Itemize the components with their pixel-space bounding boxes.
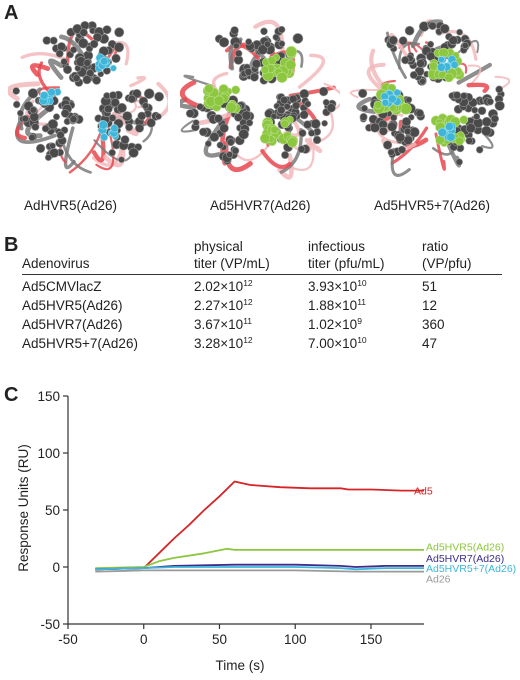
- x-tick-label: 150: [360, 632, 383, 647]
- cell-ratio: 12: [422, 298, 438, 313]
- cell-ratio: 47: [422, 336, 438, 351]
- physical-exponent: 11: [243, 316, 253, 326]
- sensorgram-chart: -50 0 50 100 150 -50 0 50 100 150 Ad5 Ad5HVR5(Ad26…: [16, 389, 516, 673]
- structure-label-hvr5: AdHVR5(Ad26): [24, 198, 118, 213]
- header-ratio-line2: (VP/pfu): [422, 256, 472, 271]
- panel-c-letter: C: [4, 384, 19, 406]
- table-row: Ad5HVR5(Ad26) 2.27×1012 1.88×1011 12: [22, 296, 502, 315]
- physical-mantissa: 3.28×10: [194, 336, 244, 351]
- cell-ratio: 360: [422, 317, 445, 332]
- table-row: Ad5CMVlacZ 2.02×1012 3.93×1010 51: [22, 275, 502, 297]
- series-label-2: Ad5HVR7(Ad26): [426, 553, 504, 565]
- cell-physical: 3.67×1011: [194, 315, 308, 334]
- structure-hvr7-image: [180, 19, 340, 180]
- series-line-3: [95, 566, 424, 571]
- chart-annotations: Ad5 Ad5HVR5(Ad26)Ad5HVR7(Ad26)Ad5HVR5+7(A…: [414, 486, 516, 586]
- x-tick-label: 50: [212, 632, 227, 647]
- infectious-mantissa: 3.93×10: [308, 279, 358, 294]
- series-line-1: [95, 547, 424, 569]
- series-label-4: Ad26: [426, 573, 451, 585]
- physical-mantissa: 2.02×10: [194, 279, 244, 294]
- header-ratio-line1: ratio: [422, 239, 449, 254]
- atom-spheres: [12, 21, 164, 163]
- header-infectious: infectious titer (pfu/mL): [308, 238, 422, 275]
- structure-hvr5-image: [8, 21, 168, 174]
- y-axis-label: Response Units (RU): [16, 444, 31, 572]
- cell-infectious: 3.93×1010: [308, 275, 422, 297]
- table-row: Ad5HVR5+7(Ad26) 3.28×1012 7.00×1010 47: [22, 334, 502, 353]
- x-tick-label: 0: [140, 632, 148, 647]
- cell-name: Ad5CMVlacZ: [22, 279, 102, 294]
- cell-name: Ad5HVR7(Ad26): [22, 317, 123, 332]
- y-tick-label: 0: [52, 560, 60, 575]
- cell-physical: 2.02×1012: [194, 275, 308, 297]
- x-tick-label: 100: [284, 632, 307, 647]
- physical-exponent: 12: [243, 278, 253, 288]
- y-tick-label: 100: [37, 446, 60, 461]
- cell-name: Ad5HVR5(Ad26): [22, 298, 123, 313]
- cell-infectious: 7.00×1010: [308, 334, 422, 353]
- physical-exponent: 12: [243, 335, 253, 345]
- header-ratio: ratio (VP/pfu): [422, 238, 502, 275]
- cell-infectious: 1.02×109: [308, 315, 422, 334]
- infectious-exponent: 10: [357, 335, 367, 345]
- y-tick-label: -50: [40, 617, 60, 632]
- infectious-mantissa: 1.88×10: [308, 298, 358, 313]
- y-tick-label: 150: [37, 389, 60, 404]
- loop-highlights: [373, 47, 469, 147]
- header-physical-line1: physical: [194, 239, 243, 254]
- series-label-1: Ad5HVR5(Ad26): [426, 541, 504, 553]
- physical-mantissa: 2.27×10: [194, 298, 244, 313]
- series-label-3: Ad5HVR5+7(Ad26): [426, 563, 516, 575]
- header-adenovirus: Adenovirus: [22, 256, 90, 271]
- infectious-exponent: 9: [357, 316, 362, 326]
- header-infectious-line2: titer (pfu/mL): [308, 256, 385, 271]
- series-line-4: [95, 569, 424, 573]
- cell-physical: 2.27×1012: [194, 296, 308, 315]
- physical-mantissa: 3.67×10: [194, 317, 244, 332]
- structure-row: [0, 10, 520, 190]
- series-line-0: [95, 480, 424, 571]
- structure-hvr57-image: [350, 19, 510, 177]
- infectious-mantissa: 1.02×10: [308, 317, 358, 332]
- header-physical: physical titer (VP/mL): [194, 238, 308, 275]
- header-infectious-line1: infectious: [308, 239, 366, 254]
- series-label-0: Ad5: [414, 486, 433, 498]
- infectious-mantissa: 7.00×10: [308, 336, 358, 351]
- panel-b-letter: B: [4, 234, 19, 256]
- chart-axes: -50 0 50 100 150 -50 0 50 100 150: [37, 389, 424, 647]
- structure-label-hvr57: Ad5HVR5+7(Ad26): [374, 198, 490, 213]
- table-row: Ad5HVR7(Ad26) 3.67×1011 1.02×109 360: [22, 315, 502, 334]
- chart-series: [95, 480, 424, 573]
- cell-ratio: 51: [422, 279, 438, 294]
- loop-highlights: [202, 45, 299, 148]
- physical-exponent: 12: [243, 297, 253, 307]
- cell-physical: 3.28×1012: [194, 334, 308, 353]
- structure-label-hvr7: Ad5HVR7(Ad26): [210, 198, 311, 213]
- header-physical-line2: titer (VP/mL): [194, 256, 270, 271]
- loop-highlights: [38, 53, 119, 142]
- x-axis-label: Time (s): [216, 658, 265, 673]
- infectious-exponent: 11: [357, 297, 367, 307]
- cell-infectious: 1.88×1011: [308, 296, 422, 315]
- infectious-exponent: 10: [357, 278, 367, 288]
- table-header-row: Adenovirus physical titer (VP/mL) infecti…: [22, 238, 502, 275]
- x-tick-label: -50: [58, 632, 78, 647]
- y-tick-label: 50: [45, 503, 60, 518]
- panel-a-letter: A: [4, 2, 19, 24]
- cell-name: Ad5HVR5+7(Ad26): [22, 336, 138, 351]
- titer-table: Adenovirus physical titer (VP/mL) infecti…: [22, 238, 502, 353]
